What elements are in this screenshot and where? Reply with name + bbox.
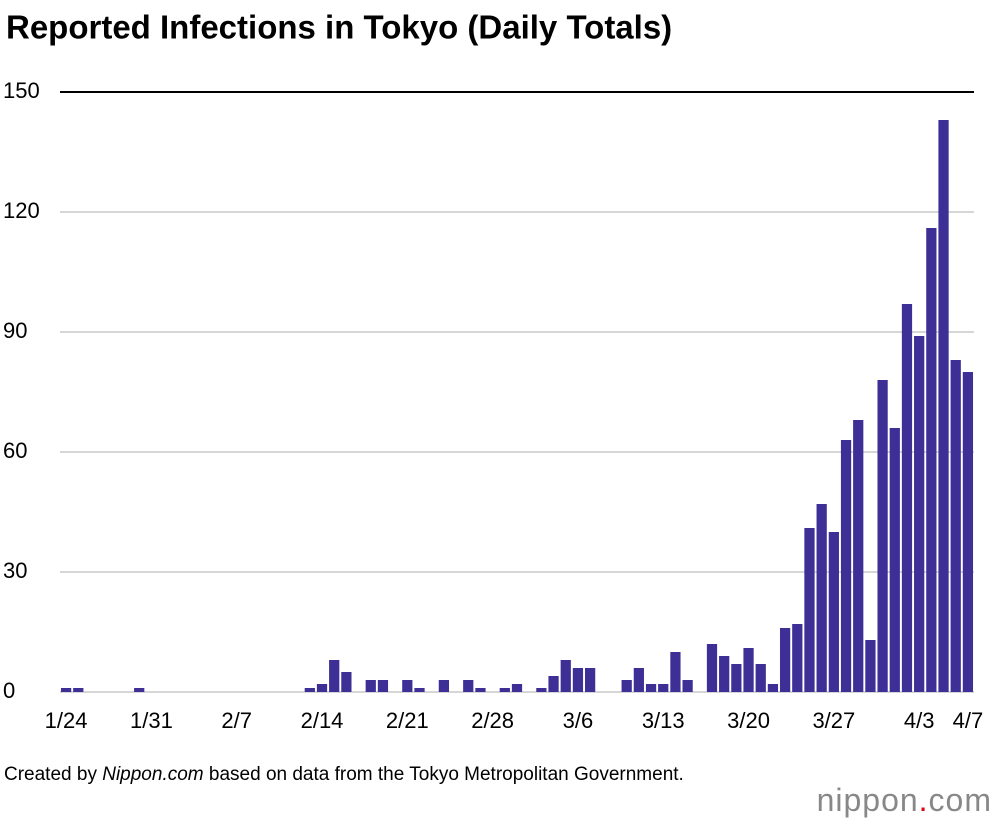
logo-dot: . — [918, 782, 929, 818]
bar — [792, 624, 803, 692]
bar — [60, 688, 72, 692]
bar — [804, 528, 815, 692]
bar — [304, 688, 315, 692]
x-tick-label: 1/24 — [45, 708, 88, 733]
bar — [731, 664, 742, 692]
bar — [840, 440, 852, 692]
bar — [316, 684, 328, 692]
x-tick-label: 2/21 — [386, 708, 429, 733]
bar — [767, 684, 779, 692]
bar — [365, 680, 376, 692]
bar — [560, 660, 571, 692]
bar — [548, 676, 559, 692]
bar — [670, 652, 681, 692]
bar — [889, 428, 900, 692]
logo-text: com — [928, 782, 992, 818]
bar — [865, 640, 876, 692]
y-tick-label: 30 — [3, 558, 27, 583]
logo: nippon.com — [817, 782, 992, 819]
x-tick-label: 2/7 — [221, 708, 252, 733]
bar — [341, 672, 352, 692]
x-tick-label: 3/13 — [642, 708, 685, 733]
source-text: based on data from the Tokyo Metropolita… — [203, 764, 684, 785]
bar — [572, 668, 584, 692]
bar — [962, 372, 974, 692]
bar — [633, 668, 644, 692]
logo-text: nippon — [816, 782, 919, 818]
source-site: Nippon.com — [102, 764, 204, 785]
x-tick-label: 3/6 — [563, 708, 594, 733]
bar — [853, 420, 864, 692]
bar — [755, 664, 766, 692]
x-tick-label: 3/20 — [727, 708, 770, 733]
y-tick-label: 120 — [3, 198, 40, 223]
x-tick-label: 3/27 — [812, 708, 855, 733]
bar — [73, 688, 84, 692]
bar — [926, 228, 937, 692]
x-tick-label: 2/14 — [301, 708, 344, 733]
bar — [536, 688, 547, 692]
bar — [134, 688, 145, 692]
bar — [950, 360, 961, 692]
bar — [743, 648, 754, 692]
x-tick-label: 1/31 — [130, 708, 173, 733]
bar — [511, 684, 523, 692]
bar — [877, 380, 888, 692]
y-tick-label: 90 — [3, 318, 27, 343]
y-tick-label: 60 — [3, 438, 27, 463]
bar — [475, 688, 486, 692]
bar — [585, 668, 596, 692]
bar — [377, 680, 389, 692]
chart-title: Reported Infections in Tokyo (Daily Tota… — [6, 9, 672, 46]
bar — [706, 644, 718, 692]
bar — [719, 656, 730, 692]
bar — [816, 504, 827, 692]
source-note: Created by Nippon.com based on data from… — [4, 762, 764, 788]
y-tick-label: 150 — [3, 78, 40, 103]
bar — [682, 680, 693, 692]
bar — [901, 304, 913, 692]
bar — [645, 684, 657, 692]
source-text: Created by — [4, 764, 103, 785]
bar — [402, 680, 413, 692]
bar — [828, 532, 839, 692]
bar — [658, 684, 669, 692]
x-tick-label: 4/3 — [904, 708, 935, 733]
bar — [463, 680, 474, 692]
bar — [414, 688, 425, 692]
x-tick-label: 4/7 — [953, 708, 984, 733]
bar — [329, 660, 340, 692]
bar — [779, 628, 791, 692]
bar — [938, 120, 949, 692]
bar — [621, 680, 632, 692]
bar — [438, 680, 449, 692]
y-tick-label: 0 — [3, 678, 15, 703]
x-tick-label: 2/28 — [471, 708, 514, 733]
bar — [499, 688, 510, 692]
bar — [914, 336, 925, 692]
